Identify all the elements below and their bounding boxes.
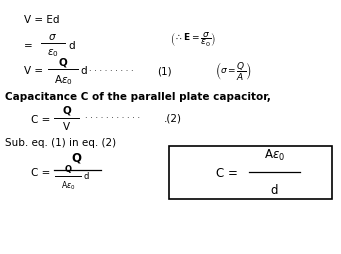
Text: Sub. eq. (1) in eq. (2): Sub. eq. (1) in eq. (2) (5, 137, 116, 147)
Text: V = Ed: V = Ed (24, 15, 59, 25)
Text: · · · · · · · · ·: · · · · · · · · · (89, 67, 133, 76)
Text: A$\varepsilon_0$: A$\varepsilon_0$ (54, 73, 73, 87)
Text: =: = (24, 41, 33, 51)
Text: Q: Q (72, 151, 82, 164)
Text: d: d (68, 41, 75, 51)
Text: · · · · · · · · · · ·: · · · · · · · · · · · (85, 114, 140, 123)
FancyBboxPatch shape (169, 146, 332, 199)
Text: Capacitance C of the parallel plate capacitor,: Capacitance C of the parallel plate capa… (5, 91, 271, 102)
Text: Q: Q (62, 105, 71, 115)
Text: C =: C = (31, 114, 50, 124)
Text: Q: Q (59, 57, 68, 67)
Text: (1): (1) (157, 66, 172, 76)
Text: V =: V = (24, 66, 43, 76)
Text: C =: C = (31, 168, 50, 178)
Text: d: d (80, 66, 87, 76)
Text: V: V (63, 122, 70, 132)
Text: C =: C = (216, 166, 238, 179)
Text: .(2): .(2) (164, 113, 182, 123)
Text: $\sigma$: $\sigma$ (48, 32, 57, 42)
Text: $\left(\sigma = \dfrac{Q}{A}\right)$: $\left(\sigma = \dfrac{Q}{A}\right)$ (215, 60, 251, 82)
Text: d: d (271, 183, 278, 196)
Text: Q: Q (65, 164, 72, 173)
Text: A$\varepsilon_0$: A$\varepsilon_0$ (61, 179, 75, 191)
Text: d: d (84, 171, 89, 180)
Text: A$\varepsilon_0$: A$\varepsilon_0$ (264, 148, 285, 163)
Text: $\left(\therefore \mathbf{E} = \dfrac{\sigma}{\varepsilon_0}\right)$: $\left(\therefore \mathbf{E} = \dfrac{\s… (170, 30, 217, 49)
Text: $\varepsilon_0$: $\varepsilon_0$ (47, 47, 59, 59)
